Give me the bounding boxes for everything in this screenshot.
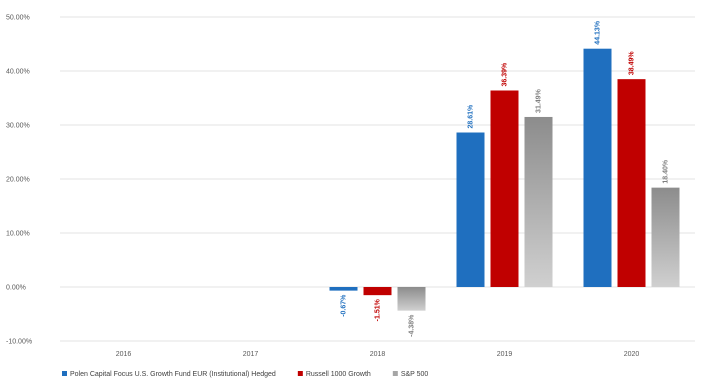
legend-swatch [297, 371, 303, 376]
y-tick-label: 10.00% [6, 231, 30, 238]
data-label: 36.39% [501, 62, 508, 87]
x-axis-category-labels: 2016 2017 2018 2019 2020 [116, 351, 640, 358]
bar [329, 287, 358, 291]
data-label: -0.67% [340, 294, 347, 317]
bars [329, 48, 680, 311]
legend-label: S&P 500 [401, 371, 429, 378]
x-category-label: 2020 [624, 351, 640, 358]
data-label: -4.38% [408, 314, 415, 337]
data-label: 44.13% [594, 20, 601, 45]
y-axis-tick-labels: -10.00% 0.00% 10.00% 20.00% 30.00% 40.00% 50.0… [6, 15, 32, 346]
bar [490, 90, 519, 287]
data-label: 31.49% [535, 88, 542, 113]
legend-label: Polen Capital Focus U.S. Growth Fund EUR… [70, 371, 276, 378]
x-category-label: 2017 [243, 351, 259, 358]
bar [456, 132, 485, 287]
y-tick-label: 40.00% [6, 69, 30, 76]
legend: Polen Capital Focus U.S. Growth Fund EUR… [62, 371, 428, 378]
data-label: -1.51% [374, 298, 381, 321]
bar [617, 79, 646, 288]
data-label: 28.61% [467, 104, 474, 129]
data-label: 38.49% [628, 51, 635, 76]
legend-swatch [62, 371, 67, 376]
x-category-label: 2019 [497, 351, 513, 358]
x-category-label: 2018 [370, 351, 386, 358]
bar [583, 48, 612, 287]
y-tick-label: 20.00% [6, 177, 30, 184]
gridlines [60, 16, 695, 342]
bar [524, 116, 553, 287]
data-label: 18.40% [662, 159, 669, 184]
y-tick-label: -10.00% [6, 339, 32, 346]
data-labels: -0.67% 28.61% 44.13% -1.51% 36.39% 38.49% -4.3… [340, 20, 669, 337]
legend-swatch [392, 371, 398, 376]
x-category-label: 2016 [116, 351, 132, 358]
legend-label: Russell 1000 Growth [306, 371, 371, 378]
y-tick-label: 30.00% [6, 123, 30, 130]
bar [363, 287, 392, 296]
bar [397, 287, 426, 311]
y-tick-label: 0.00% [6, 285, 26, 292]
y-tick-label: 50.00% [6, 15, 30, 22]
bar [651, 187, 680, 287]
